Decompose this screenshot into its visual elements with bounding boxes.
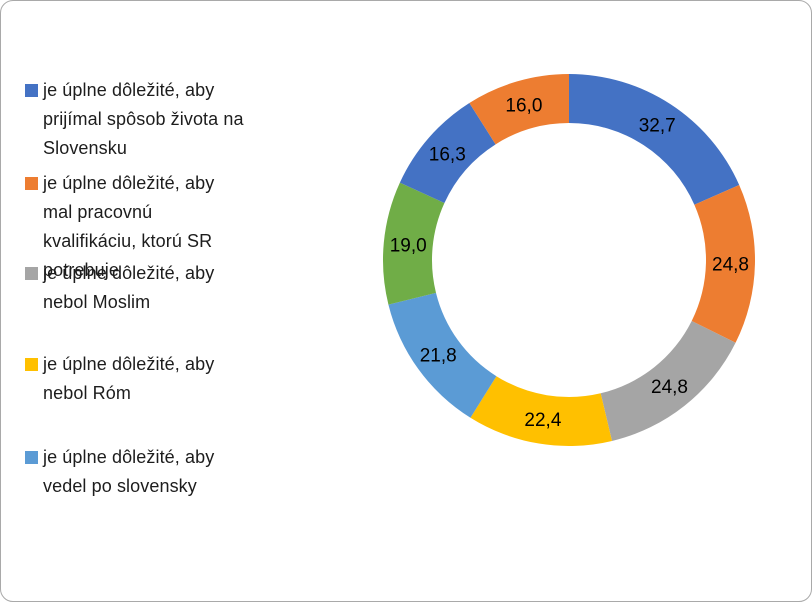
data-label: 19,0 [390, 236, 427, 257]
legend-label: je úplne dôležité, aby nebol Róm [43, 354, 215, 403]
legend-label: je úplne dôležité, aby nebol Moslim [43, 263, 215, 312]
legend-swatch [25, 267, 38, 280]
donut-segment [388, 292, 497, 418]
data-label: 16,0 [505, 96, 542, 117]
legend-item: je úplne dôležité, aby nebol Róm [25, 350, 247, 408]
data-label: 24,8 [712, 254, 749, 275]
legend-item: je úplne dôležité, aby prijímal spôsob ž… [25, 76, 247, 163]
donut-segment [600, 320, 736, 441]
data-label: 24,8 [651, 377, 688, 398]
legend-swatch [25, 358, 38, 371]
legend-swatch [25, 84, 38, 97]
legend-label: je úplne dôležité, aby prijímal spôsob ž… [43, 80, 244, 158]
legend-swatch [25, 451, 38, 464]
legend-item: je úplne dôležité, aby mal pracovnú kval… [25, 169, 247, 285]
data-label: 21,8 [420, 345, 457, 366]
donut-chart: 32,7 24,8 24,8 22,4 21,8 19,0 16,3 16,0 [382, 74, 755, 446]
donut-segment [469, 74, 569, 145]
chart-legend: je úplne dôležité, aby prijímal spôsob ž… [25, 1, 255, 601]
legend-label: je úplne dôležité, aby mal pracovnú kval… [43, 173, 215, 280]
data-label: 22,4 [524, 410, 561, 431]
legend-item: je úplne dôležité, aby vedel po slovensk… [25, 443, 247, 501]
donut-segment [569, 74, 740, 205]
donut-segment [470, 376, 612, 446]
data-label: 16,3 [429, 144, 466, 165]
legend-item: je úplne dôležité, aby nebol Moslim [25, 259, 247, 317]
legend-label: je úplne dôležité, aby vedel po slovensk… [43, 447, 215, 496]
donut-segment [399, 102, 496, 203]
legend-swatch [25, 177, 38, 190]
data-label: 32,7 [639, 115, 676, 136]
donut-segment [691, 184, 755, 343]
donut-segment [382, 182, 445, 305]
